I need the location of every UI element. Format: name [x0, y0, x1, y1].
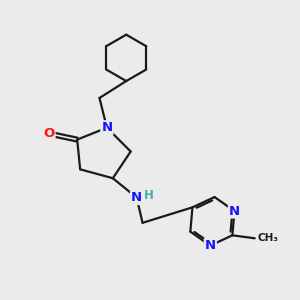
Text: CH₃: CH₃: [257, 233, 278, 243]
Text: H: H: [144, 189, 154, 202]
Text: N: N: [205, 239, 216, 252]
Text: O: O: [43, 127, 55, 140]
Text: N: N: [101, 121, 112, 134]
Text: N: N: [229, 205, 240, 218]
Text: N: N: [131, 191, 142, 204]
